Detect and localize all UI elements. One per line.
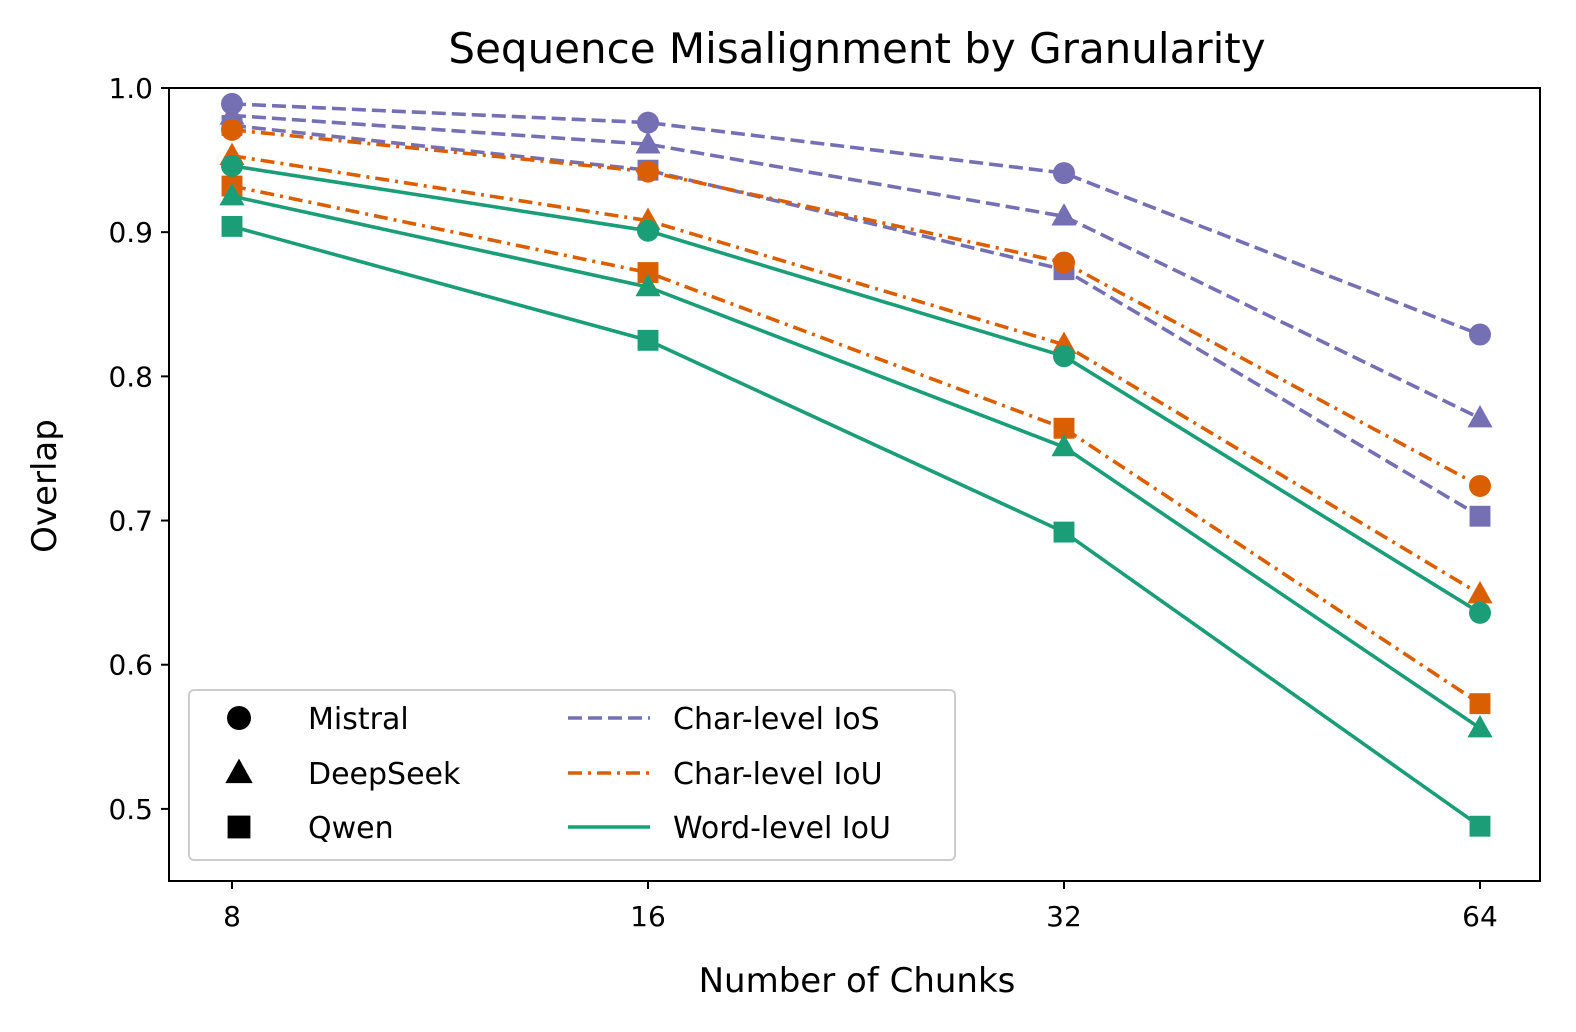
legend-label-qwen: Qwen — [308, 811, 394, 846]
x-tick-label: 16 — [630, 900, 666, 933]
data-point-word-level-iou-mistral-64 — [1469, 601, 1491, 624]
data-point-word-level-iou-qwen-64 — [1469, 815, 1491, 837]
x-tick-label: 8 — [223, 900, 241, 933]
data-point-word-level-iou-deepseek-16 — [635, 273, 661, 297]
data-point-word-level-iou-mistral-8 — [221, 154, 243, 177]
data-point-char-level-iou-qwen-64 — [1469, 693, 1491, 715]
data-point-char-level-ios-qwen-64 — [1469, 505, 1491, 527]
legend-marker-deepseek — [225, 758, 253, 784]
y-tick-label: 1.0 — [108, 72, 153, 105]
data-point-char-level-ios-mistral-32 — [1053, 162, 1075, 185]
x-axis-label: Number of Chunks — [699, 961, 1016, 1001]
data-point-word-level-iou-mistral-32 — [1053, 345, 1075, 368]
data-point-word-level-iou-qwen-8 — [221, 215, 243, 237]
plot-frame — [168, 87, 1541, 882]
legend: Mistral DeepSeek Qwen Char-level IoS Char-le… — [188, 689, 956, 861]
series-line-char-level-ios-qwen — [231, 123, 1481, 518]
legend-marker-qwen — [227, 815, 251, 839]
data-point-char-level-iou-qwen-32 — [1053, 417, 1075, 439]
data-point-char-level-ios-mistral-16 — [637, 111, 659, 134]
y-tick-label: 0.9 — [108, 216, 153, 249]
data-point-char-level-iou-mistral-32 — [1053, 251, 1075, 274]
y-tick-label: 0.6 — [108, 649, 153, 682]
data-point-char-level-ios-deepseek-32 — [1051, 203, 1077, 226]
data-point-char-level-iou-mistral-8 — [221, 118, 243, 141]
data-point-char-level-iou-mistral-16 — [637, 160, 659, 183]
data-point-char-level-iou-deepseek-64 — [1467, 580, 1493, 604]
data-point-char-level-ios-mistral-64 — [1469, 323, 1491, 346]
legend-label-char-level-ios: Char-level IoS — [673, 702, 880, 737]
y-tick-label: 0.8 — [108, 360, 153, 393]
data-point-word-level-iou-deepseek-8 — [219, 182, 245, 206]
data-point-word-level-iou-qwen-16 — [637, 329, 659, 351]
data-point-word-level-iou-qwen-32 — [1053, 521, 1075, 543]
series-line-char-level-iou-mistral — [231, 128, 1481, 488]
chart-title: Sequence Misalignment by Granularity — [448, 24, 1265, 73]
legend-label-mistral: Mistral — [308, 702, 409, 737]
y-axis-label: Overlap — [25, 419, 65, 553]
data-point-char-level-ios-deepseek-16 — [635, 131, 661, 154]
plot-area: 8 16 32 64 0.5 0.6 0.7 0.8 0.9 1.0 Mistral DeepSeek… — [108, 72, 1541, 933]
legend-marker-mistral — [227, 706, 251, 730]
y-tick-label: 0.7 — [108, 505, 153, 538]
data-point-char-level-iou-qwen-16 — [637, 262, 659, 284]
x-tick-label: 32 — [1046, 900, 1082, 933]
x-tick-label: 64 — [1462, 900, 1498, 933]
data-point-word-level-iou-deepseek-32 — [1051, 433, 1077, 457]
series-line-char-level-ios-deepseek — [231, 113, 1481, 420]
legend-label-deepseek: DeepSeek — [308, 757, 461, 792]
series-line-char-level-ios-mistral — [231, 102, 1481, 337]
series-line-word-level-iou-mistral — [231, 164, 1481, 615]
legend-label-char-level-iou: Char-level IoU — [673, 757, 883, 792]
series-line-word-level-iou-qwen — [231, 224, 1482, 828]
data-point-char-level-iou-mistral-64 — [1469, 474, 1491, 497]
legend-box — [188, 689, 956, 861]
legend-label-word-level-iou: Word-level IoU — [673, 811, 891, 846]
data-point-word-level-iou-mistral-16 — [637, 219, 659, 242]
series-line-char-level-iou-qwen — [231, 184, 1481, 706]
y-tick-label: 0.5 — [108, 793, 153, 826]
data-point-word-level-iou-deepseek-64 — [1467, 714, 1493, 738]
series-line-char-level-iou-deepseek — [231, 153, 1481, 596]
data-point-char-level-ios-deepseek-64 — [1467, 404, 1493, 428]
series-line-word-level-iou-deepseek — [231, 194, 1482, 730]
